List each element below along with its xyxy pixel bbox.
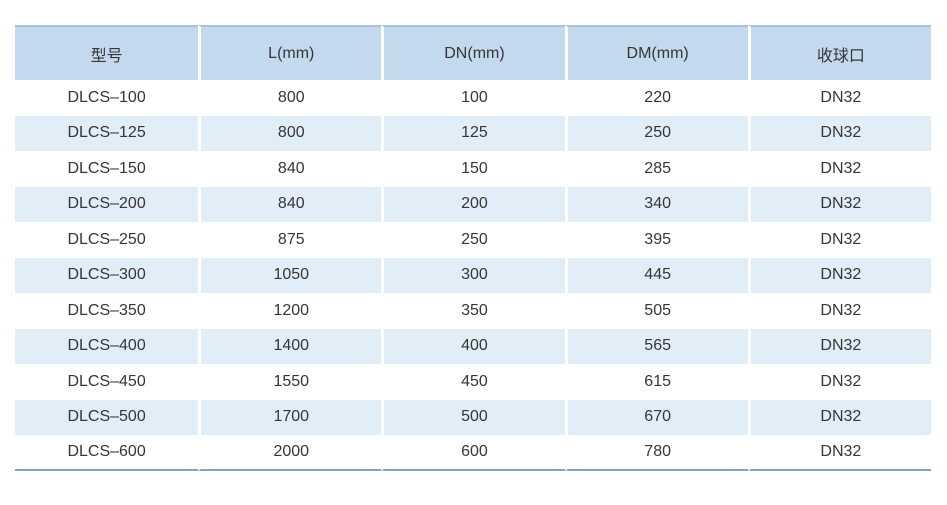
table-row: DLCS–450 1550 450 615 DN32 [15,364,931,400]
column-header-model: 型号 [15,25,199,80]
table-cell: DN32 [747,257,931,293]
table-row: DLCS–300 1050 300 445 DN32 [15,257,931,293]
table-cell: 340 [564,186,748,222]
table-cell: 505 [564,293,748,329]
table-cell: DN32 [747,293,931,329]
table-cell: 285 [564,151,748,187]
table-cell: 780 [564,435,748,471]
table-cell: 500 [381,399,565,435]
table-row: DLCS–350 1200 350 505 DN32 [15,293,931,329]
table-cell: 200 [381,186,565,222]
table-cell: 2000 [198,435,382,471]
table-row: DLCS–125 800 125 250 DN32 [15,115,931,151]
table-cell: DLCS–100 [15,80,199,116]
table-cell: DN32 [747,435,931,471]
table-cell: 1050 [198,257,382,293]
table-cell: 250 [564,115,748,151]
table-cell: 125 [381,115,565,151]
table-cell: 670 [564,399,748,435]
table-cell: 600 [381,435,565,471]
table-row: DLCS–600 2000 600 780 DN32 [15,435,931,471]
table-cell: DLCS–400 [15,328,199,364]
table-cell: 150 [381,151,565,187]
table-cell: 350 [381,293,565,329]
table-cell: DLCS–150 [15,151,199,187]
table-cell: 800 [198,80,382,116]
table-cell: DLCS–300 [15,257,199,293]
table-cell: DLCS–500 [15,399,199,435]
table-cell: 1200 [198,293,382,329]
table-row: DLCS–150 840 150 285 DN32 [15,151,931,187]
table-cell: DLCS–125 [15,115,199,151]
table-cell: 1400 [198,328,382,364]
table-row: DLCS–250 875 250 395 DN32 [15,222,931,258]
table-cell: 450 [381,364,565,400]
table-cell: DN32 [747,222,931,258]
spec-table: 型号 L(mm) DN(mm) DM(mm) 收球口 DLCS–100 800 10… [15,25,931,471]
table-cell: 840 [198,186,382,222]
table-row: DLCS–200 840 200 340 DN32 [15,186,931,222]
table-cell: 300 [381,257,565,293]
table-cell: 875 [198,222,382,258]
column-header-dn-mm: DN(mm) [381,25,565,80]
table-cell: 250 [381,222,565,258]
column-header-l-mm: L(mm) [198,25,382,80]
table-cell: DN32 [747,328,931,364]
column-header-ball-port: 收球口 [747,25,931,80]
table-cell: 395 [564,222,748,258]
table-cell: DN32 [747,80,931,116]
table-cell: DN32 [747,364,931,400]
table-cell: DN32 [747,186,931,222]
table-header: 型号 L(mm) DN(mm) DM(mm) 收球口 [15,25,931,80]
table-cell: 1700 [198,399,382,435]
table-cell: 400 [381,328,565,364]
table-row: DLCS–400 1400 400 565 DN32 [15,328,931,364]
table-cell: DN32 [747,115,931,151]
table-cell: 100 [381,80,565,116]
table-cell: DLCS–250 [15,222,199,258]
table-row: DLCS–500 1700 500 670 DN32 [15,399,931,435]
table-cell: 445 [564,257,748,293]
table-cell: 565 [564,328,748,364]
table-cell: DLCS–450 [15,364,199,400]
table-cell: 840 [198,151,382,187]
table-cell: DLCS–350 [15,293,199,329]
table-cell: DLCS–200 [15,186,199,222]
table-row: DLCS–100 800 100 220 DN32 [15,80,931,116]
header-row: 型号 L(mm) DN(mm) DM(mm) 收球口 [15,25,931,80]
spec-table-container: 型号 L(mm) DN(mm) DM(mm) 收球口 DLCS–100 800 10… [15,25,931,471]
table-cell: DLCS–600 [15,435,199,471]
table-cell: DN32 [747,399,931,435]
table-body: DLCS–100 800 100 220 DN32 DLCS–125 800 125 250 DN… [15,80,931,471]
table-cell: 615 [564,364,748,400]
table-cell: 800 [198,115,382,151]
column-header-dm-mm: DM(mm) [564,25,748,80]
table-cell: 220 [564,80,748,116]
table-cell: DN32 [747,151,931,187]
table-cell: 1550 [198,364,382,400]
